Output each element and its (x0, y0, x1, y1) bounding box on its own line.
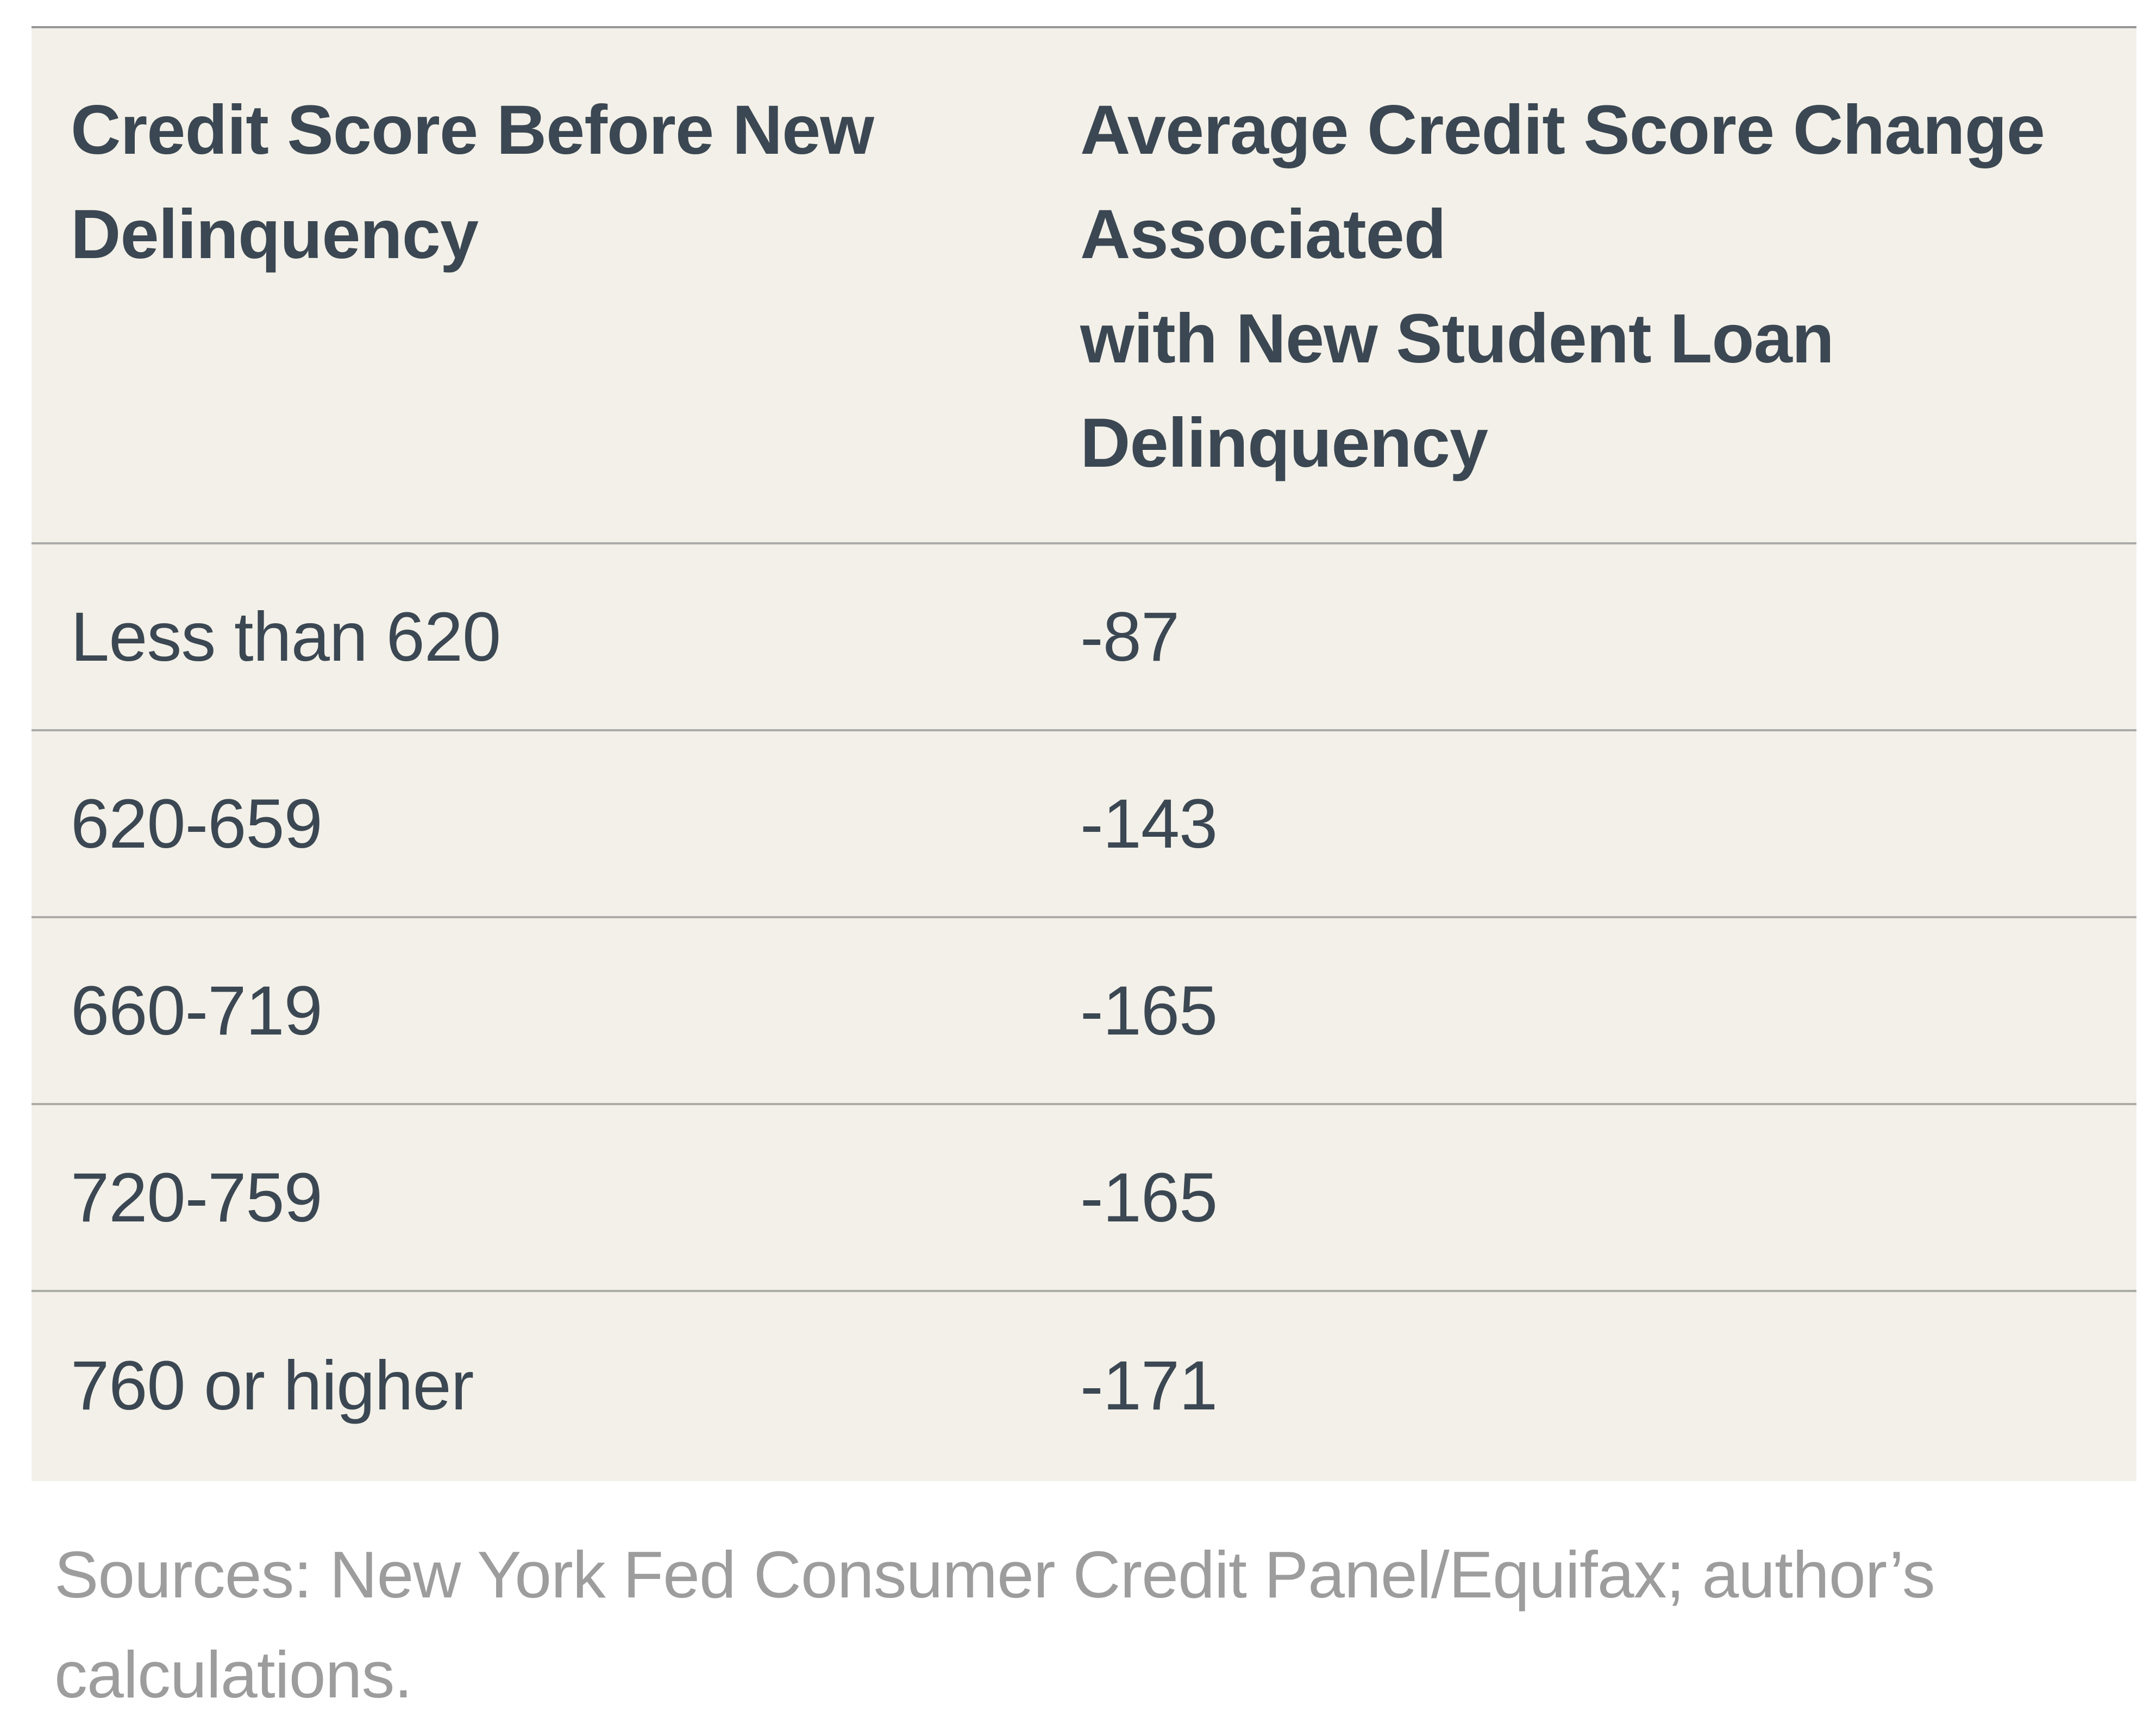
row-value-cell: -165 (1080, 1158, 1218, 1237)
row-label-cell: 620-659 (71, 785, 323, 863)
row-label-cell: Less than 620 (71, 598, 501, 676)
row-value-cell: -87 (1080, 598, 1180, 676)
row-value-cell: -165 (1080, 971, 1218, 1050)
row-value-cell: -143 (1080, 785, 1218, 863)
table-row: Less than 620 -87 (32, 544, 2136, 731)
table-row: 620-659 -143 (32, 731, 2136, 918)
column-header-average-change: Average Credit Score Change Associated w… (1080, 91, 2045, 482)
row-value-cell: -171 (1080, 1346, 1218, 1425)
source-note: Sources: New York Fed Consumer Credit Pa… (54, 1538, 1935, 1712)
row-label-cell: 720-759 (71, 1158, 323, 1237)
table-row: 660-719 -165 (32, 918, 2136, 1105)
table-header-row: Credit Score Before New Delinquency Aver… (32, 28, 2136, 544)
table-row: 760 or higher -171 (32, 1292, 2136, 1479)
row-label-cell: 760 or higher (71, 1346, 474, 1425)
column-header-credit-score-before: Credit Score Before New Delinquency (71, 91, 874, 273)
row-label-cell: 660-719 (71, 971, 323, 1050)
table-row: 720-759 -165 (32, 1105, 2136, 1292)
credit-score-table: Credit Score Before New Delinquency Aver… (32, 26, 2136, 1481)
